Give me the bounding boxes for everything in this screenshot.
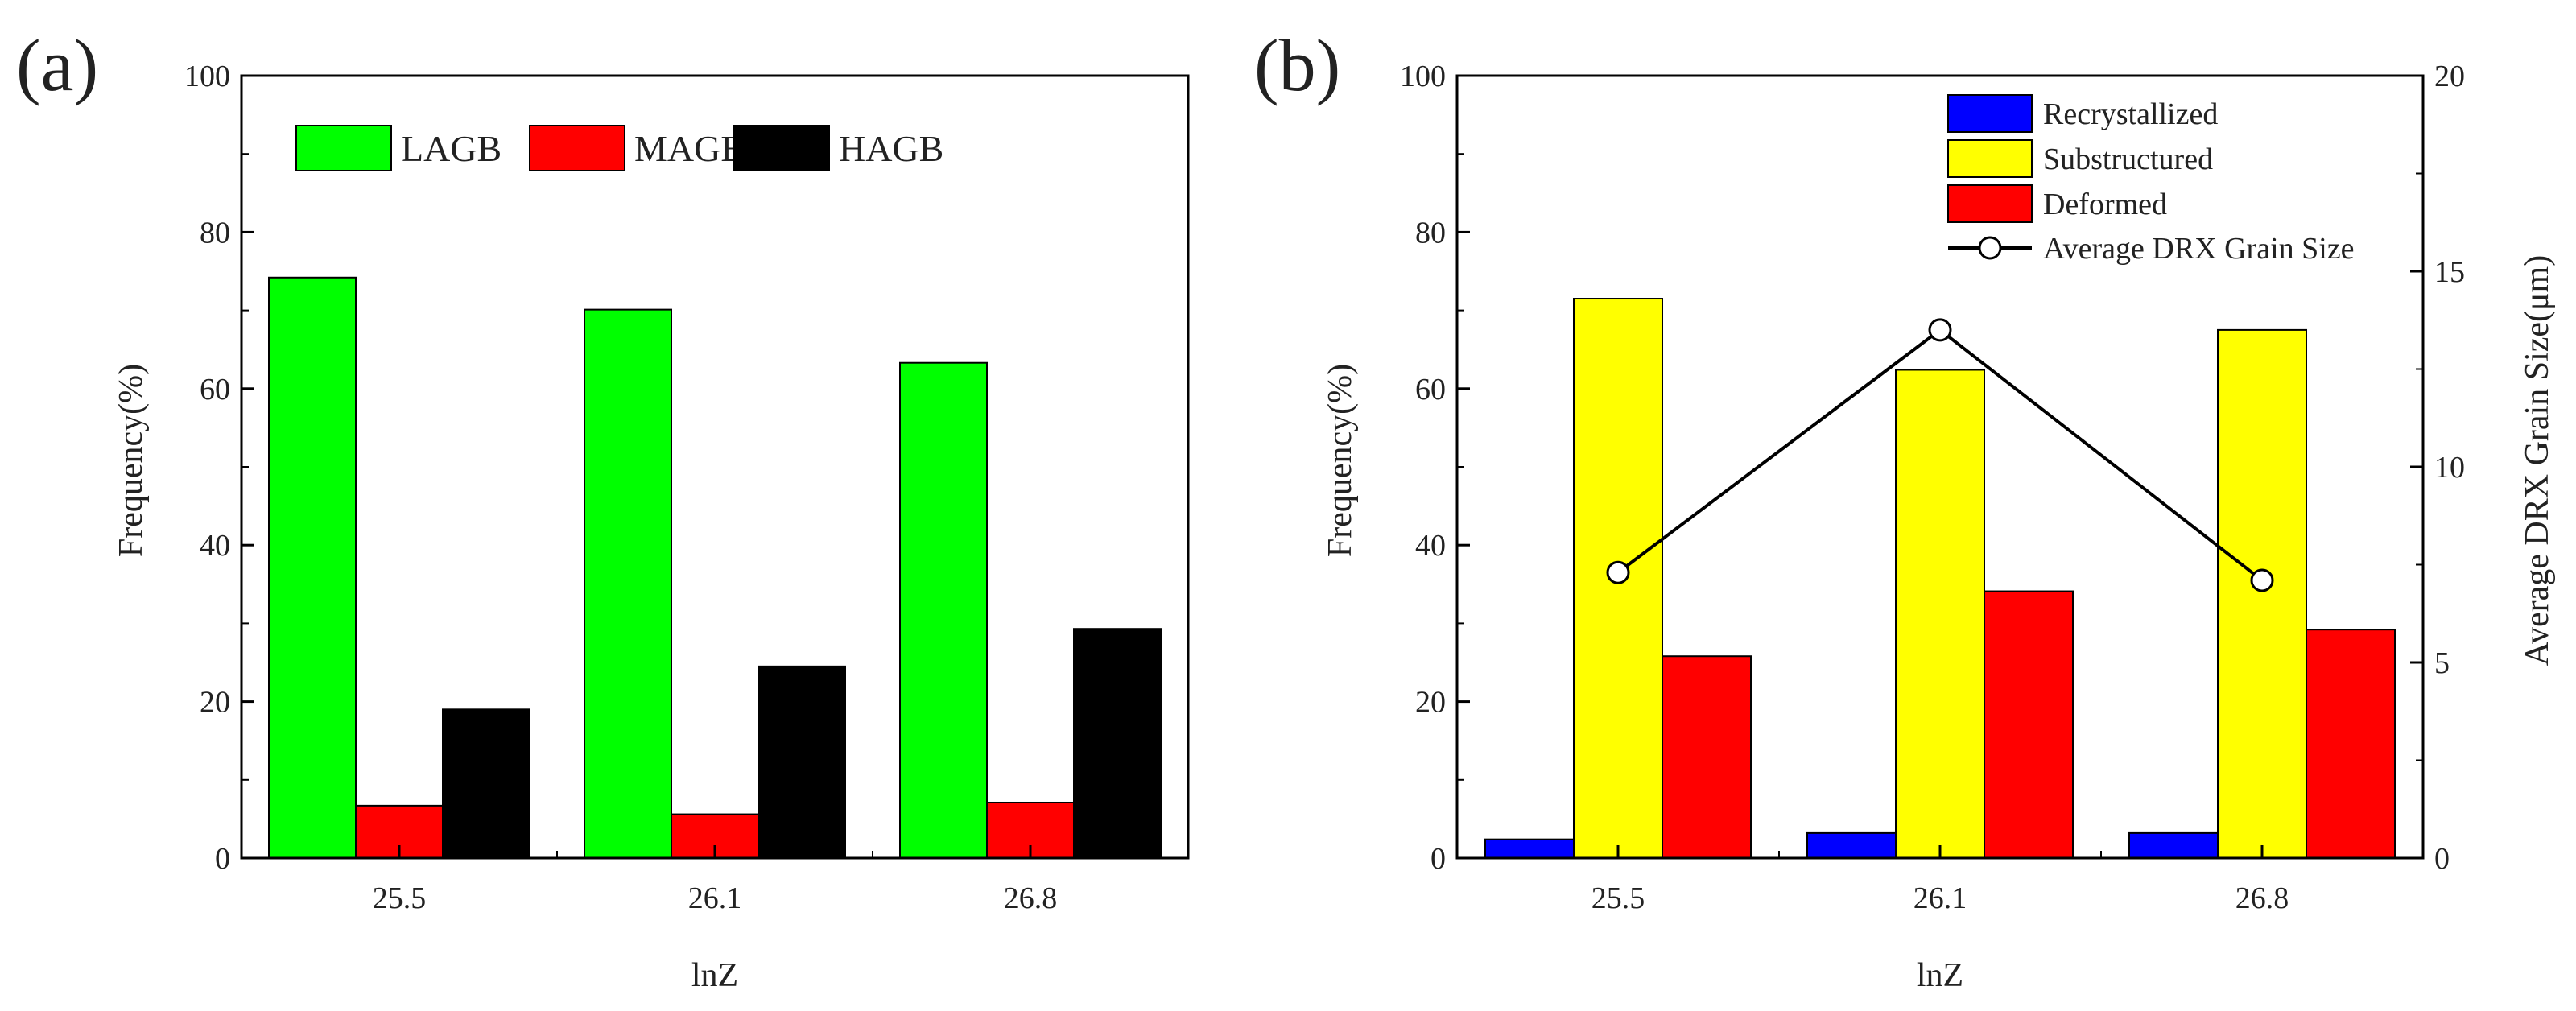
- bar-lagb-25.5: [268, 276, 357, 859]
- panel-a-legend: LAGB MAGB HAGB: [295, 125, 943, 171]
- bar-substructured-26.1: [1895, 369, 1985, 859]
- y-tick-label: 40: [1415, 529, 1446, 563]
- y-tick-label: 60: [1415, 373, 1446, 406]
- panel-b-legend: Recrystallized Substructured Deformed Avera…: [1947, 94, 2355, 266]
- x-tick-label: 26.8: [1004, 881, 1058, 915]
- panel-b-axes: 0 20 40 60 80 100 25.5 26.1 26.8 0 5 10 15 20: [1400, 60, 2465, 915]
- bar-deformed-26.1: [1984, 590, 2074, 859]
- legend-label-recrystallized: Recrystallized: [2043, 97, 2218, 131]
- y-tick-label: 20: [1415, 686, 1446, 720]
- grain-size-point-26.1: [1928, 318, 1952, 342]
- legend-label-substructured: Substructured: [2043, 142, 2213, 176]
- x-tick-label: 26.1: [1913, 881, 1967, 915]
- legend-swatch-magb: [529, 125, 625, 171]
- panel-a-bars: [268, 276, 1162, 859]
- bar-recrystallized-26.1: [1806, 831, 1897, 859]
- legend-label-deformed: Deformed: [2043, 188, 2167, 221]
- panel-label: (b): [1254, 24, 1340, 106]
- x-tick-label: 26.1: [688, 881, 742, 915]
- panel-b-y2-axis-title: Average DRX Grain Size(μm): [2519, 255, 2556, 666]
- bar-hagb-26.1: [758, 665, 846, 859]
- y2-tick-label: 15: [2434, 255, 2465, 289]
- bar-lagb-26.1: [584, 308, 672, 859]
- y-tick-label: 80: [1415, 216, 1446, 250]
- panel-label: (a): [16, 24, 98, 106]
- panel-b-line: [1606, 318, 2274, 592]
- legend-swatch-lagb: [295, 125, 392, 171]
- y-tick-label: 80: [200, 216, 230, 250]
- y-tick-label: 100: [184, 60, 230, 93]
- legend-swatch-recrystallized: [1947, 94, 2033, 133]
- panel-b-bars: [1484, 298, 2396, 860]
- legend-label-hagb: HAGB: [839, 128, 943, 169]
- y2-tick-label: 10: [2434, 451, 2465, 485]
- bar-recrystallized-26.8: [2128, 831, 2219, 859]
- panel-a-y-axis-title: Frequency(%): [113, 364, 150, 557]
- grain-size-point-26.8: [2250, 568, 2274, 592]
- y-tick-label: 60: [200, 373, 230, 406]
- bar-recrystallized-25.5: [1484, 838, 1575, 859]
- y2-tick-label: 0: [2434, 842, 2450, 876]
- bar-lagb-26.8: [899, 361, 988, 859]
- bar-deformed-25.5: [1662, 655, 1752, 859]
- legend-swatch-hagb: [733, 125, 830, 171]
- y-tick-label: 40: [200, 529, 230, 563]
- y-tick-label: 0: [1430, 842, 1446, 876]
- panel-b-x-axis-title: lnZ: [1917, 957, 1963, 994]
- panel-b-y-axis-title: Frequency(%): [1322, 364, 1359, 557]
- y-tick-label: 20: [200, 686, 230, 720]
- y2-tick-label: 20: [2434, 60, 2465, 93]
- panel-a: (a) 0 20 40 60 80 100 25.5 26.1 26.8 LAGB MAGB HAG…: [16, 24, 1190, 994]
- legend-label-grain-size: Average DRX Grain Size: [2043, 232, 2355, 266]
- legend-swatch-substructured: [1947, 139, 2033, 178]
- legend-marker-grain-size: [1978, 236, 2002, 260]
- legend-label-magb: MAGB: [634, 128, 745, 169]
- x-tick-label: 25.5: [373, 881, 427, 915]
- legend-label-lagb: LAGB: [401, 128, 502, 169]
- x-tick-label: 26.8: [2235, 881, 2289, 915]
- y-tick-label: 0: [215, 842, 230, 876]
- y2-tick-label: 5: [2434, 646, 2450, 680]
- x-tick-label: 25.5: [1591, 881, 1645, 915]
- bar-hagb-26.8: [1073, 628, 1162, 859]
- legend-swatch-deformed: [1947, 184, 2033, 223]
- bar-hagb-25.5: [442, 708, 530, 859]
- plot-frame: [240, 74, 1190, 860]
- panel-a-axes: 0 20 40 60 80 100 25.5 26.1 26.8: [184, 60, 1190, 915]
- panel-b: (b) 0 20 40 60 80 100 25.5 26.1 26.8 0 5 10 15 20 Rec…: [1254, 24, 2556, 994]
- panel-a-x-axis-title: lnZ: [691, 957, 738, 994]
- bar-substructured-26.8: [2217, 328, 2307, 859]
- bar-deformed-26.8: [2306, 629, 2396, 860]
- grain-size-point-25.5: [1606, 560, 1630, 584]
- y-tick-label: 100: [1400, 60, 1446, 93]
